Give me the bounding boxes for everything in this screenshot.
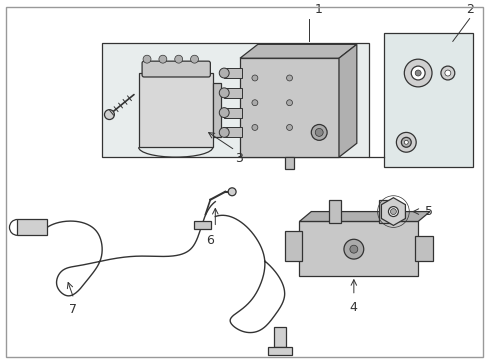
Circle shape: [389, 208, 396, 215]
Circle shape: [387, 207, 398, 216]
Circle shape: [286, 75, 292, 81]
Bar: [224, 68, 242, 78]
Circle shape: [404, 59, 431, 87]
Circle shape: [251, 125, 257, 130]
Circle shape: [219, 127, 229, 138]
Text: 7: 7: [69, 303, 77, 316]
Bar: [224, 88, 242, 98]
Circle shape: [251, 75, 257, 81]
Bar: [139, 73, 213, 147]
Circle shape: [343, 239, 363, 259]
Polygon shape: [299, 212, 429, 221]
Polygon shape: [338, 44, 356, 157]
Circle shape: [174, 55, 183, 63]
Text: 3: 3: [235, 152, 243, 165]
Circle shape: [349, 245, 357, 253]
Circle shape: [286, 125, 292, 130]
Circle shape: [444, 70, 450, 76]
Bar: [328, 200, 340, 224]
Circle shape: [410, 66, 424, 80]
Polygon shape: [240, 44, 356, 58]
Circle shape: [404, 140, 407, 144]
Circle shape: [401, 138, 410, 147]
Circle shape: [440, 66, 454, 80]
Bar: [378, 200, 389, 224]
Polygon shape: [383, 33, 471, 167]
Circle shape: [315, 129, 323, 136]
Text: 1: 1: [314, 3, 322, 15]
Bar: [224, 127, 242, 138]
Text: 5: 5: [424, 205, 432, 218]
Circle shape: [143, 55, 151, 63]
Bar: [299, 221, 417, 276]
Text: 4: 4: [348, 301, 356, 314]
Bar: [193, 221, 211, 229]
Bar: [267, 347, 291, 355]
Circle shape: [159, 55, 166, 63]
Text: 2: 2: [465, 3, 472, 15]
Circle shape: [286, 100, 292, 106]
Circle shape: [219, 68, 229, 78]
Circle shape: [396, 132, 415, 152]
Bar: [284, 157, 294, 169]
Circle shape: [251, 100, 257, 106]
Bar: [240, 58, 338, 157]
Circle shape: [219, 108, 229, 118]
Bar: [414, 236, 432, 261]
Bar: [213, 83, 221, 138]
FancyBboxPatch shape: [142, 61, 210, 77]
Circle shape: [104, 110, 114, 120]
Circle shape: [311, 125, 326, 140]
Bar: [284, 231, 302, 261]
Bar: [224, 108, 242, 118]
Circle shape: [219, 88, 229, 98]
Text: 6: 6: [206, 234, 214, 247]
Bar: [18, 220, 47, 235]
Bar: [273, 327, 285, 347]
Polygon shape: [102, 43, 368, 157]
Circle shape: [228, 188, 236, 196]
Circle shape: [414, 70, 420, 76]
Circle shape: [190, 55, 198, 63]
